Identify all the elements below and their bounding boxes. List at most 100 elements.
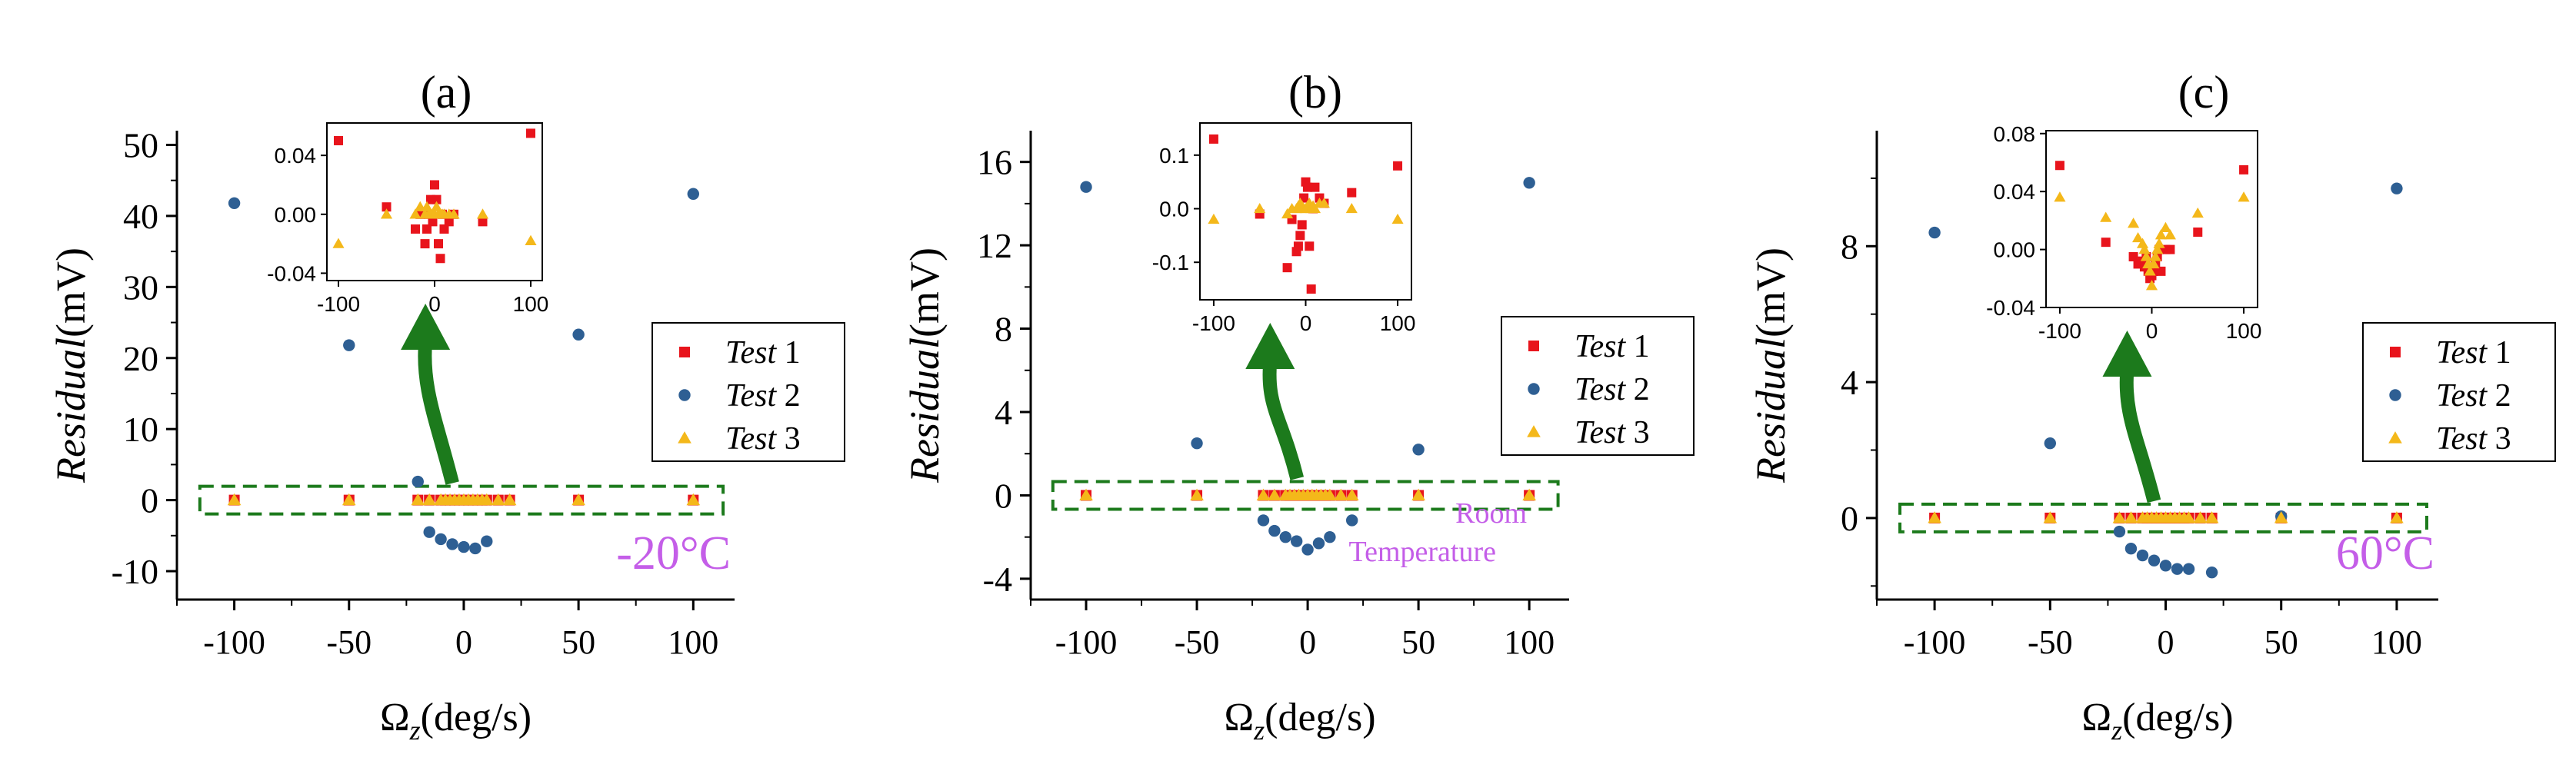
panel-b: (b)-100 -50 0 50 100-40481216Residual(mV)Ωz(… xyxy=(901,67,1695,746)
marker-test3 xyxy=(491,493,505,506)
inset-y-tick-label: -0.04 xyxy=(1986,296,2035,320)
inset-y-tick-label: 0.04 xyxy=(1994,180,2036,204)
marker-test3 xyxy=(1345,488,1359,501)
zoom-arrow-head xyxy=(2102,331,2152,377)
legend-marker-test2 xyxy=(2389,389,2401,401)
y-axis-label-unit: (mV) xyxy=(1748,248,1794,337)
inset-marker-test3 xyxy=(1391,213,1404,224)
marker-test3 xyxy=(1268,488,1281,501)
inset-marker-test3 xyxy=(2164,229,2176,240)
inset-marker-test1 xyxy=(444,217,454,227)
zoom-arrow xyxy=(2119,368,2161,503)
inset-marker-test1 xyxy=(382,202,392,212)
inset-marker-test3 xyxy=(2153,238,2165,248)
marker-test2 xyxy=(2182,563,2195,575)
inset-marker-test1 xyxy=(428,217,438,227)
marker-test3 xyxy=(2181,511,2196,523)
marker-test3 xyxy=(1334,488,1348,501)
inset-marker-test3 xyxy=(2140,251,2152,261)
marker-test2 xyxy=(2148,554,2161,567)
inset-marker-test1 xyxy=(411,224,420,234)
x-tick-label: -50 xyxy=(1175,623,1220,661)
x-tick-label: -100 xyxy=(203,623,265,661)
marker-test3 xyxy=(422,493,437,506)
inset-marker-test3 xyxy=(1318,197,1330,208)
inset: -100 0 100 -0.1 0.0 0.1 xyxy=(1152,122,1415,335)
inset-marker-test3 xyxy=(2149,251,2161,261)
marker-test2 xyxy=(1345,514,1358,527)
inset-marker-test3 xyxy=(2159,221,2171,232)
highlight-box xyxy=(1898,502,2428,533)
legend-label-num: 1 xyxy=(776,335,801,371)
inset: -100 0 100 -0.04 0.00 0.04 xyxy=(267,122,548,316)
x-axis-label-omega: Ω xyxy=(1224,696,1254,739)
legend-label-name: Test xyxy=(2436,378,2488,414)
x-tick-label: 100 xyxy=(668,623,718,661)
x-axis-label-sub: z xyxy=(1253,715,1265,746)
legend-label-num: 2 xyxy=(776,378,801,414)
inset-marker-test1 xyxy=(2054,161,2064,171)
legend-label-num: 1 xyxy=(1625,329,1650,364)
inset-marker-test3 xyxy=(2238,191,2250,202)
marker-test2 xyxy=(1928,226,1941,239)
x-axis-label-omega: Ω xyxy=(380,696,410,739)
y-tick-label: 20 xyxy=(123,339,158,378)
marker-test2 xyxy=(435,533,447,546)
inset-y-tick-label: 0.0 xyxy=(1159,198,1189,221)
inset-x-tick-label: -100 xyxy=(317,292,360,316)
marker-test3 xyxy=(2390,511,2404,523)
legend-marker-test1 xyxy=(1528,341,1539,351)
inset-marker-test3 xyxy=(2054,191,2066,202)
inset: -100 0 100 -0.04 0.00 0.04 0.08 xyxy=(1986,122,2261,343)
legend-label-name: Test xyxy=(1575,415,1626,450)
zoom-arrow xyxy=(418,341,459,485)
y-axis-label: Residual(mV) xyxy=(1748,248,1794,484)
inset-marker-test3 xyxy=(2191,207,2204,218)
marker-test3 xyxy=(227,493,242,506)
inset-marker-test3 xyxy=(409,208,422,219)
y-tick-label: 16 xyxy=(977,143,1012,182)
legend-label-test3: Test 3 xyxy=(1575,415,1650,450)
x-tick-label: 50 xyxy=(1401,623,1435,661)
inset-marker-test3 xyxy=(2100,211,2112,222)
inset-y-tick-label: 0.00 xyxy=(275,203,317,227)
inset-marker-test1 xyxy=(1299,193,1309,203)
y-tick-label: 0 xyxy=(1841,499,1858,538)
marker-test2 xyxy=(572,328,585,341)
y-tick-label: 50 xyxy=(123,125,158,164)
legend-label-num: 2 xyxy=(1625,372,1650,407)
x-tick-label: 0 xyxy=(455,623,472,661)
x-tick-label: -100 xyxy=(1055,623,1118,661)
marker-test2 xyxy=(1080,181,1092,193)
marker-test2 xyxy=(228,197,241,209)
marker-test2 xyxy=(1191,437,1203,450)
x-tick-label: 50 xyxy=(562,623,595,661)
inset-marker-test1 xyxy=(435,254,445,264)
legend-label-test1: Test 1 xyxy=(1575,329,1650,364)
legend-marker-test1 xyxy=(679,347,690,357)
inset-marker-test1 xyxy=(1297,220,1307,230)
temperature-label: -20°C xyxy=(616,527,731,580)
legend-marker-test3 xyxy=(678,431,691,444)
inset-marker-test3 xyxy=(448,208,460,219)
inset-marker-test1 xyxy=(2156,266,2166,276)
marker-test2 xyxy=(481,535,493,547)
inset-marker-test3 xyxy=(2128,218,2140,228)
marker-test2 xyxy=(423,526,435,538)
y-axis-label-italic: Residual xyxy=(48,337,94,484)
legend-label-name: Test xyxy=(1575,329,1626,364)
inset-marker-test3 xyxy=(2144,265,2156,276)
inset-marker-test3 xyxy=(430,201,443,211)
marker-test2 xyxy=(1412,444,1425,456)
inset-y-tick-label: 0.04 xyxy=(275,144,317,168)
inset-marker-test1 xyxy=(526,128,535,138)
legend-label-num: 1 xyxy=(2487,335,2511,371)
marker-test2 xyxy=(1523,177,1535,189)
inset-marker-test1 xyxy=(420,239,430,249)
marker-test3 xyxy=(1190,488,1204,501)
x-tick-label: 50 xyxy=(2264,623,2298,661)
legend-marker-test2 xyxy=(1528,383,1540,395)
